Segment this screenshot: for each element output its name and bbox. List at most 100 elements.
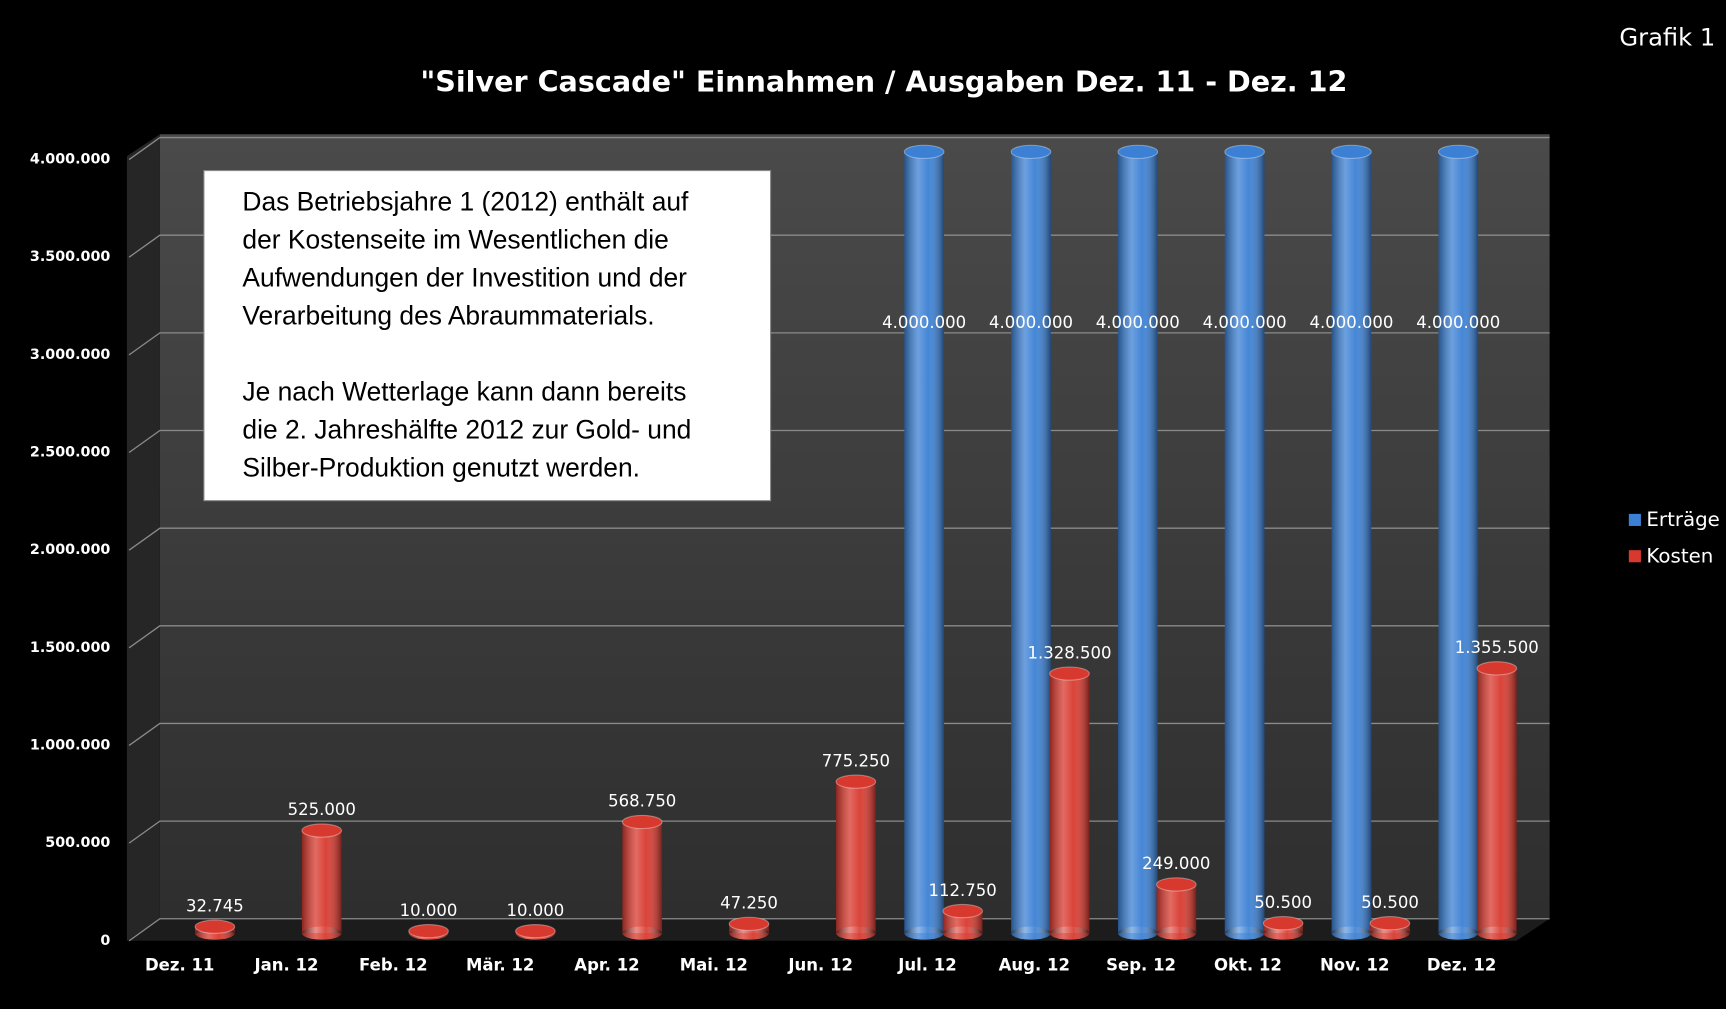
bar-top [1117, 144, 1159, 159]
bar-top [1155, 877, 1197, 892]
bar-shading [622, 821, 663, 934]
bar-bottom-shading [1011, 926, 1051, 940]
bar [408, 923, 449, 940]
x-tick-label: Jan. 12 [254, 956, 319, 975]
x-tick-label: Okt. 12 [1214, 956, 1282, 975]
bar-top [835, 774, 877, 789]
grid-line [128, 527, 1550, 551]
bar-bottom-shading [1224, 926, 1265, 940]
bar [1010, 144, 1052, 940]
bar-bottom-shading [1370, 926, 1410, 940]
annotation: Das Betriebsjahre 1 (2012) enthält auf de… [242, 187, 691, 483]
x-tick-label: Sep. 12 [1106, 956, 1176, 975]
y-tick-label: 2.000.000 [30, 542, 111, 558]
bar-shading [1438, 151, 1479, 934]
bar [1262, 916, 1304, 940]
bar [194, 919, 236, 940]
annotation-line: Verarbeitung des Abraummaterials. [242, 300, 654, 330]
value-label: 525.000 [288, 800, 356, 819]
bar-top [1262, 916, 1304, 931]
bar-bottom-shading [1118, 926, 1158, 940]
bar-bottom-shading [1049, 926, 1090, 940]
bar [515, 923, 556, 940]
value-label: 4.000.000 [882, 313, 966, 332]
bar-shading [1476, 668, 1517, 934]
value-label: 10.000 [400, 901, 458, 920]
legend-label: Kosten [1646, 544, 1713, 567]
y-tick-label: 500.000 [45, 835, 110, 851]
grid-line [128, 625, 1550, 649]
value-label: 50.500 [1361, 893, 1419, 912]
y-tick-label: 3.000.000 [30, 347, 111, 363]
bar [621, 814, 663, 940]
bar-bottom-shading [1476, 926, 1517, 940]
bar-top [515, 923, 556, 939]
bar-shading [1049, 673, 1090, 934]
bar-top [1331, 144, 1372, 159]
bar [1437, 144, 1479, 940]
bar-shading [836, 781, 876, 934]
annotation-line: Je nach Wetterlage kann dann bereits [242, 376, 686, 406]
x-tick-label: Apr. 12 [574, 956, 639, 975]
bar-top [301, 823, 343, 838]
value-label: 112.750 [929, 881, 997, 900]
bar [1331, 144, 1372, 940]
annotation-line: Das Betriebsjahre 1 (2012) enthält auf [242, 187, 689, 217]
value-label: 4.000.000 [1203, 313, 1287, 332]
grid-line [128, 136, 1550, 161]
x-tick-label: Jun. 12 [787, 956, 853, 975]
bar-shading [1118, 151, 1158, 934]
legend-swatch [1628, 550, 1641, 563]
bar-shading [1224, 151, 1265, 934]
chart-title: "Silver Cascade" Einnahmen / Ausgaben De… [420, 65, 1347, 99]
value-label: 4.000.000 [989, 313, 1073, 332]
value-label: 50.500 [1254, 893, 1312, 912]
bar-bottom-shading [942, 926, 983, 940]
figure-label: Grafik 1 [1619, 24, 1715, 52]
bar-top [728, 916, 770, 932]
bar-bottom-shading [301, 926, 342, 940]
bar [835, 774, 877, 940]
x-tick-label: Feb. 12 [359, 956, 428, 975]
x-tick-label: Dez. 12 [1427, 956, 1496, 975]
grid-line [128, 332, 1550, 356]
bar [728, 916, 770, 940]
bar-top [621, 814, 663, 830]
bar-top [1369, 916, 1411, 931]
x-tick-label: Jul. 12 [897, 956, 957, 975]
value-label: 249.000 [1142, 854, 1210, 873]
y-tick-label: 3.500.000 [30, 249, 111, 265]
grid-line [128, 234, 1550, 258]
bar-bottom-shading [1438, 926, 1479, 940]
bar [1155, 877, 1197, 940]
bar-top [1224, 144, 1265, 159]
bar-bottom-shading [904, 926, 944, 940]
bar [1369, 916, 1411, 940]
grid-line [128, 429, 1550, 454]
value-label: 32.745 [186, 896, 244, 915]
x-tick-label: Mär. 12 [466, 956, 534, 975]
bar-top [903, 144, 945, 159]
bar-bottom-shading [1263, 926, 1303, 940]
legend-label: Erträge [1646, 508, 1719, 531]
bar-top [1437, 144, 1479, 159]
bar [903, 144, 945, 940]
side-wall [126, 134, 160, 941]
bar [1117, 144, 1159, 940]
x-tick-label: Mai. 12 [680, 956, 748, 975]
x-tick-label: Dez. 11 [145, 956, 214, 975]
x-tick-label: Aug. 12 [999, 956, 1070, 975]
y-tick-label: 1.500.000 [30, 640, 111, 656]
annotation-line: die 2. Jahreshälfte 2012 zur Gold- und [242, 414, 691, 444]
bar [942, 903, 984, 940]
bar [1049, 666, 1090, 940]
value-label: 775.250 [822, 751, 890, 770]
value-label: 4.000.000 [1096, 313, 1180, 332]
bar-shading [301, 830, 342, 934]
annotation-line: der Kostenseite im Wesentlichen die [242, 224, 668, 254]
bar [1476, 661, 1518, 940]
y-tick-label: 0 [100, 933, 110, 949]
value-label: 4.000.000 [1309, 313, 1393, 332]
